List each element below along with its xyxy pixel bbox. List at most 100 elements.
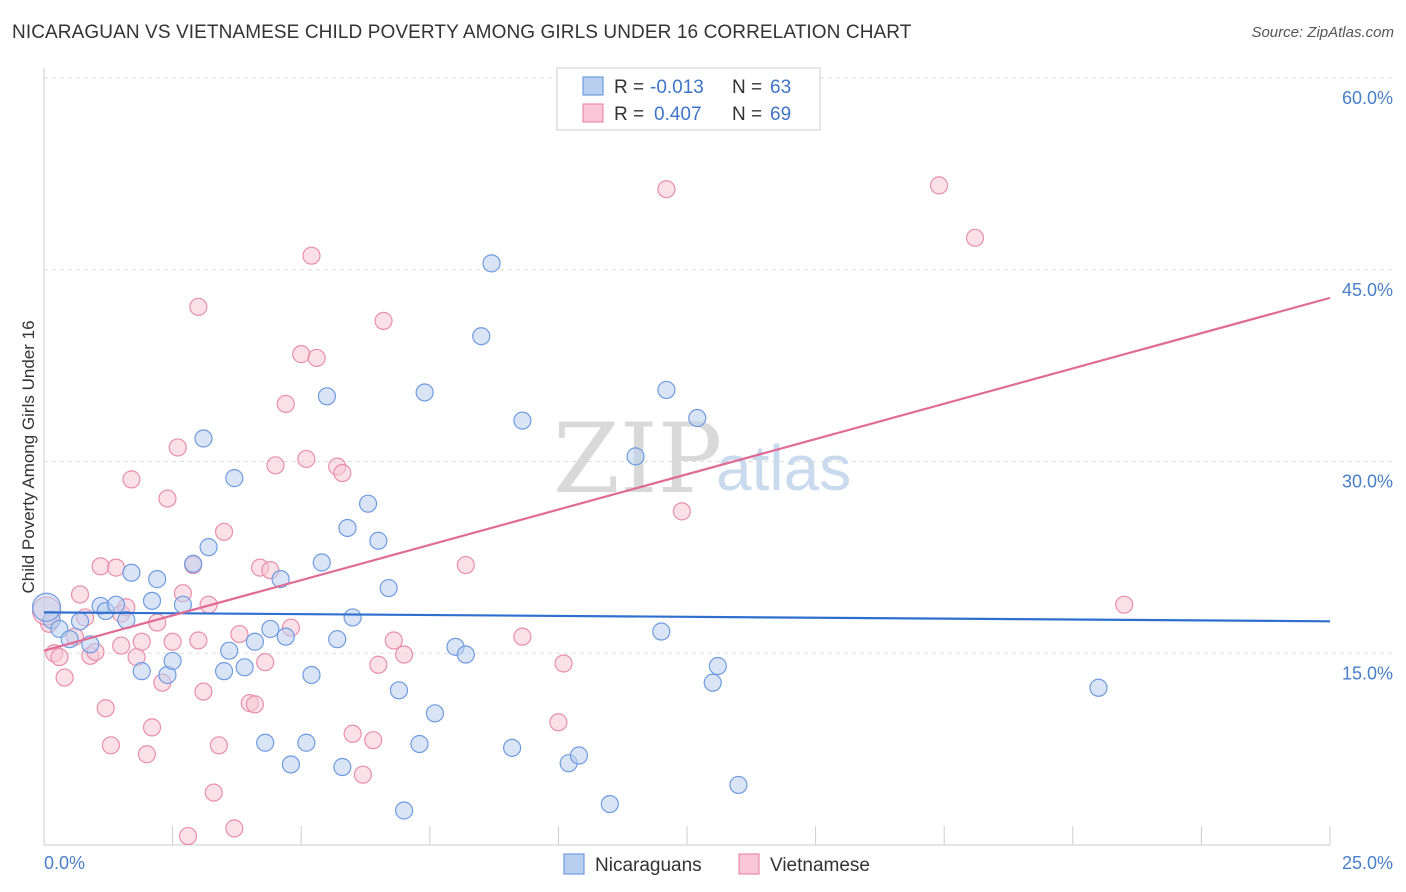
nic-point xyxy=(626,447,645,466)
vie-point xyxy=(209,736,228,755)
vie-point xyxy=(369,655,388,674)
vie-point xyxy=(91,557,110,576)
vie-point xyxy=(132,632,151,651)
vie-point xyxy=(1115,595,1134,614)
legend-r-label-0: R = xyxy=(614,77,644,98)
nic-point xyxy=(343,608,362,627)
vie-point xyxy=(194,682,213,701)
nic-point xyxy=(220,641,239,660)
bottom-legend-label-vietnamese: Vietnamese xyxy=(770,855,870,876)
nic-point xyxy=(276,627,295,646)
vie-point xyxy=(225,819,244,838)
nic-point xyxy=(225,469,244,488)
vie-point xyxy=(96,699,115,718)
nic-point xyxy=(328,630,347,649)
nic-point xyxy=(297,733,316,752)
vie-point xyxy=(189,631,208,650)
nic-point xyxy=(358,494,378,513)
nic-point xyxy=(703,673,722,692)
grid-lines xyxy=(44,77,1393,654)
vie-point xyxy=(549,713,568,732)
bottom-legend-swatch-nicaraguans xyxy=(563,853,585,875)
nic-point xyxy=(379,578,398,598)
vie-point xyxy=(204,783,223,802)
vie-point xyxy=(70,585,90,604)
legend-n-label-0: N = xyxy=(732,77,762,98)
legend-swatch-nicaraguans xyxy=(582,76,604,96)
nic-point xyxy=(482,254,501,273)
nic-point xyxy=(456,645,475,664)
nic-point xyxy=(410,734,429,754)
nic-point xyxy=(338,518,357,538)
nic-point xyxy=(184,554,203,573)
nic-point xyxy=(652,622,671,641)
nic-point xyxy=(199,538,218,557)
vie-point xyxy=(137,745,156,764)
nic-point xyxy=(472,327,491,346)
legend-n-value-1: 69 xyxy=(770,104,791,125)
nic-point xyxy=(415,383,434,402)
nic-point xyxy=(245,632,265,651)
nic-point xyxy=(106,595,126,614)
vie-point xyxy=(554,654,573,673)
nic-point xyxy=(261,619,280,639)
vie-point xyxy=(158,489,177,508)
nic-point xyxy=(281,755,301,774)
vie-point xyxy=(353,765,373,784)
vie-point xyxy=(256,653,275,672)
vie-point xyxy=(163,632,182,651)
y-tick-label-3: 60.0% xyxy=(1342,88,1393,108)
nic-point xyxy=(271,570,290,589)
vie-point xyxy=(456,555,475,575)
vie-point xyxy=(302,246,321,265)
vie-point xyxy=(276,394,295,414)
vie-point xyxy=(965,228,985,247)
vie-point xyxy=(929,176,949,195)
vie-point xyxy=(50,647,69,667)
vie-point xyxy=(266,456,285,475)
vie-point xyxy=(214,522,234,541)
source-label: Source: ZipAtlas.com xyxy=(1251,24,1394,41)
nic-point xyxy=(333,757,352,777)
vie-point xyxy=(297,449,316,469)
nic-point xyxy=(256,733,275,752)
nic-point xyxy=(600,794,619,814)
nic-point xyxy=(729,775,748,795)
nic-point xyxy=(163,651,182,671)
legend-swatch-vietnamese xyxy=(582,103,604,123)
vie-point xyxy=(343,724,362,743)
vie-point xyxy=(148,613,167,632)
watermark-atlas: atlas xyxy=(716,432,851,504)
nic-point xyxy=(369,531,388,550)
y-tick-label-1: 30.0% xyxy=(1342,472,1393,492)
nic-point xyxy=(657,380,676,400)
vie-point xyxy=(142,718,162,737)
vie-point xyxy=(513,627,532,646)
vie-point xyxy=(122,470,141,489)
nic-point xyxy=(425,704,445,723)
vie-point xyxy=(374,311,393,330)
vie-point xyxy=(384,631,403,650)
vie-point xyxy=(657,180,676,199)
vie-point xyxy=(364,731,383,750)
vie-point xyxy=(245,695,265,714)
legend-n-value-0: 63 xyxy=(770,77,791,98)
nic-point xyxy=(394,801,414,820)
nic-point xyxy=(235,658,254,677)
vie-point xyxy=(55,668,74,687)
vie-point xyxy=(168,438,187,457)
nic-point xyxy=(214,662,234,681)
nic-point xyxy=(503,738,522,757)
nic-point xyxy=(302,665,321,685)
nic-point xyxy=(122,563,141,582)
nic-point xyxy=(513,411,532,430)
vie-point xyxy=(672,502,691,521)
nic-point xyxy=(688,408,707,428)
vie-point xyxy=(394,645,414,664)
nic-point xyxy=(148,570,167,589)
vie-point xyxy=(106,558,126,577)
bottom-legend-swatch-vietnamese xyxy=(738,853,760,875)
vie-point xyxy=(189,297,208,316)
nic-point xyxy=(132,662,151,681)
